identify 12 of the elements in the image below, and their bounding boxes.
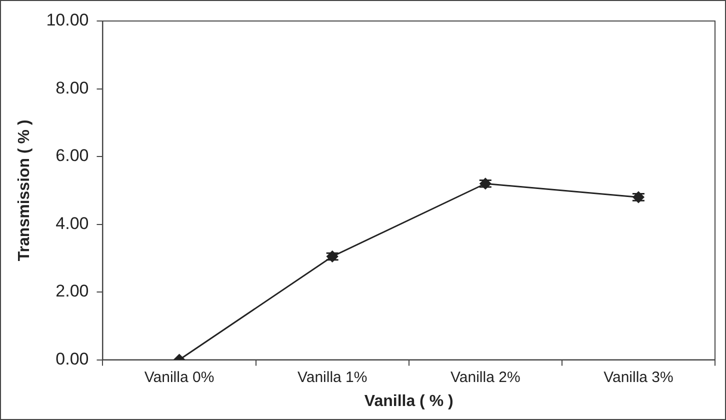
y-tick-label: 4.00 bbox=[56, 214, 89, 233]
y-tick-label: 10.00 bbox=[46, 10, 89, 30]
y-tick-label: 6.00 bbox=[56, 146, 89, 166]
x-tick-label: Vanilla 0% bbox=[144, 368, 214, 386]
x-axis-title: Vanilla ( % ) bbox=[364, 392, 454, 410]
x-tick-label: Vanilla 2% bbox=[450, 368, 520, 386]
x-tick-label: Vanilla 1% bbox=[297, 368, 368, 386]
y-axis-title: Transmission ( % ) bbox=[16, 120, 34, 262]
y-tick-label: 0.00 bbox=[56, 349, 89, 368]
y-tick-label: 2.00 bbox=[56, 282, 89, 301]
y-tick-label: 8.00 bbox=[56, 78, 89, 98]
x-tick-label: Vanilla 3% bbox=[604, 368, 674, 386]
